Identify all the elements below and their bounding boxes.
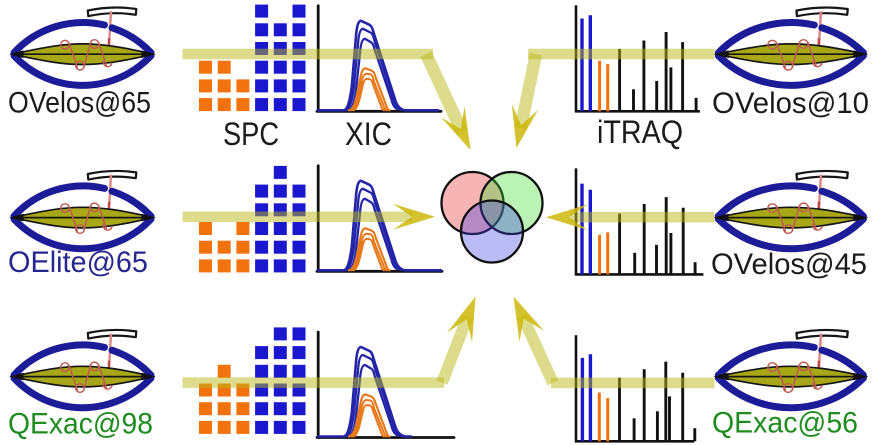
svg-text:OVelos@65: OVelos@65 [8,87,151,120]
svg-text:OVelos@10: OVelos@10 [712,87,869,120]
svg-text:SPC: SPC [223,116,279,152]
svg-text:QExac@56: QExac@56 [712,407,858,440]
svg-text:OVelos@45: OVelos@45 [711,248,867,281]
svg-text:XIC: XIC [345,116,392,152]
svg-text:QExac@98: QExac@98 [8,408,153,441]
svg-text:OElite@65: OElite@65 [8,246,148,279]
svg-text:iTRAQ: iTRAQ [597,114,683,150]
